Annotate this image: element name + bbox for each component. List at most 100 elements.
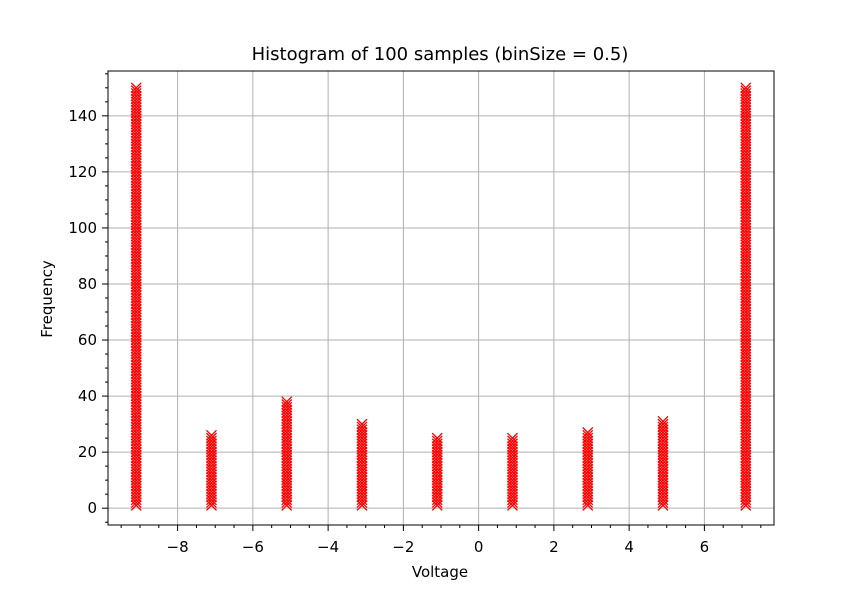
marker-column [657, 415, 669, 511]
data-point-marker [130, 289, 142, 301]
data-point-marker [206, 469, 217, 481]
data-point-marker [130, 326, 142, 338]
data-point-marker [740, 99, 752, 111]
data-point-marker [657, 485, 669, 497]
data-point-marker [130, 298, 142, 310]
data-point-marker [130, 275, 142, 287]
data-point-marker [740, 177, 752, 189]
data-point-marker [130, 292, 142, 304]
data-point-marker [582, 429, 594, 441]
data-point-marker [507, 474, 518, 486]
data-point-marker [740, 132, 752, 144]
data-point-marker [507, 497, 518, 509]
data-point-marker [740, 474, 752, 486]
data-point-marker [740, 113, 752, 125]
data-point-marker [507, 491, 518, 503]
data-point-marker [507, 466, 518, 478]
data-point-marker [130, 261, 142, 273]
data-point-marker [507, 485, 518, 497]
data-point-marker [130, 264, 142, 276]
data-point-marker [657, 499, 669, 511]
data-point-marker [740, 239, 752, 251]
data-point-marker [130, 228, 142, 240]
data-point-marker [356, 418, 368, 430]
data-point-marker [740, 342, 752, 354]
data-point-marker [130, 499, 142, 511]
data-point-marker [740, 149, 752, 161]
data-point-marker [130, 385, 142, 396]
data-point-marker [130, 295, 142, 307]
data-point-marker [740, 320, 752, 332]
data-point-marker [130, 488, 142, 500]
data-point-marker [507, 457, 518, 469]
data-point-marker [582, 474, 594, 486]
data-point-marker [130, 286, 142, 298]
data-point-marker [740, 110, 752, 122]
data-point-marker [130, 362, 142, 374]
data-point-marker [356, 491, 368, 503]
data-point-marker [657, 457, 669, 469]
data-point-marker [130, 87, 142, 99]
data-point-marker [740, 480, 752, 492]
data-point-marker [582, 457, 594, 469]
data-point-marker [206, 460, 217, 472]
y-tick-label: 80 [78, 275, 97, 293]
x-tick-label: 2 [549, 538, 559, 556]
data-point-marker [582, 488, 594, 500]
data-point-marker [740, 214, 752, 225]
data-point-marker [281, 474, 293, 486]
data-point-marker [130, 93, 142, 105]
data-point-marker [431, 474, 443, 486]
data-point-marker [740, 483, 752, 495]
data-point-marker [740, 129, 752, 141]
data-point-marker [130, 387, 142, 399]
data-point-marker [356, 429, 368, 441]
data-point-marker [356, 441, 368, 452]
data-point-marker [582, 443, 594, 455]
data-point-marker [281, 466, 293, 478]
data-point-marker [281, 413, 293, 424]
data-point-marker [582, 449, 594, 461]
data-point-marker [740, 281, 752, 293]
data-point-marker [130, 429, 142, 441]
data-point-marker [281, 499, 293, 511]
y-tick-label: 0 [87, 499, 97, 517]
data-point-marker [582, 477, 594, 489]
data-point-marker [740, 93, 752, 105]
data-point-marker [431, 471, 443, 483]
data-point-marker [130, 407, 142, 419]
data-point-marker [130, 104, 142, 116]
data-point-marker [130, 331, 142, 343]
data-point-marker [130, 376, 142, 388]
data-point-marker [740, 457, 752, 469]
data-point-marker [740, 146, 752, 158]
data-point-marker [507, 483, 518, 495]
x-axis-label: Voltage [412, 563, 468, 581]
data-point-marker [206, 477, 217, 489]
data-point-marker [130, 401, 142, 413]
data-point-marker [657, 463, 669, 475]
data-point-marker [740, 244, 752, 256]
data-point-marker [130, 483, 142, 495]
data-point-marker [740, 379, 752, 391]
data-point-marker [740, 371, 752, 382]
data-point-marker [130, 272, 142, 284]
data-point-marker [582, 497, 594, 509]
data-point-marker [130, 250, 142, 262]
data-point-marker [130, 342, 142, 354]
data-point-marker [130, 144, 142, 155]
data-point-marker [740, 242, 752, 254]
data-point-marker [281, 485, 293, 497]
data-point-marker [740, 278, 752, 290]
data-point-marker [740, 194, 752, 206]
data-point-marker [130, 278, 142, 290]
data-point-marker [431, 483, 443, 495]
data-point-marker [130, 244, 142, 256]
data-point-marker [130, 96, 142, 108]
data-point-marker [740, 396, 752, 408]
data-point-marker [130, 160, 142, 172]
data-point-marker [740, 138, 752, 150]
data-point-marker [130, 345, 142, 357]
data-point-marker [740, 107, 752, 119]
data-point-marker [740, 485, 752, 497]
